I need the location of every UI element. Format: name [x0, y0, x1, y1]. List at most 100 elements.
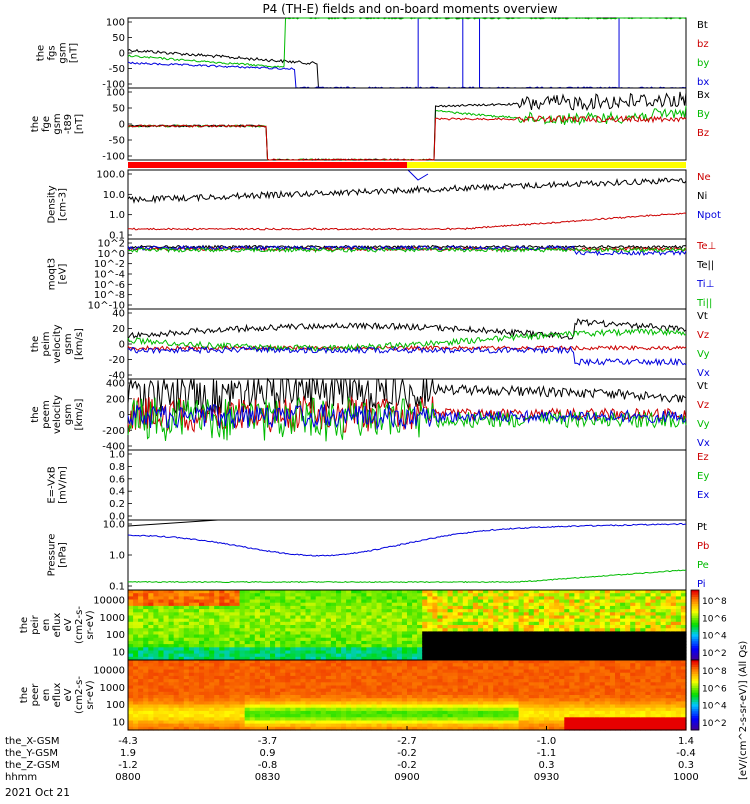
y-tick-label: 0 [119, 49, 125, 60]
legend-Bz: Bz [697, 128, 709, 139]
colorbar-segment [691, 599, 699, 602]
y-tick-label: 40 [112, 309, 125, 320]
panel-pressure [128, 520, 686, 590]
series-vt [128, 319, 686, 339]
panel-fge [128, 88, 686, 160]
y-tick-label: -200 [102, 426, 125, 437]
y-tick-label: 10.0 [103, 190, 125, 201]
y-tick-label: 0.1 [109, 582, 125, 593]
colorbar-segment [691, 648, 699, 651]
y-axis-label-line: gsm [52, 113, 63, 134]
legend-Vy: Vy [697, 419, 710, 430]
y-tick-label: 1.0 [109, 210, 125, 221]
y-axis-label-line: [cm-3] [58, 188, 69, 221]
colorbar-segment [691, 620, 699, 623]
y-tick-label: 100 [106, 88, 125, 99]
y-tick-label: 0.2 [109, 499, 125, 510]
y-axis-label-line: gsm [63, 404, 74, 425]
series-by [128, 106, 686, 160]
y-tick-label: 1.0 [109, 450, 125, 461]
y-tick-label: 50 [112, 33, 125, 44]
y-axis-label-line: (cm2-s- [74, 606, 85, 644]
y-axis-label-line: velocity [52, 395, 63, 434]
y-axis-label-line: -t89 [63, 114, 74, 134]
panel-efield [128, 450, 686, 520]
legend-Pb: Pb [697, 541, 709, 552]
colorbar-segment [691, 613, 699, 616]
legend-by: by [697, 58, 709, 69]
y-axis-label-line: the [30, 116, 41, 132]
y-axis-label-line: eV [63, 618, 74, 631]
colorbar-segment [691, 606, 699, 609]
y-tick-label: 100 [106, 630, 125, 641]
y-tick-label: 10 [112, 648, 125, 659]
y-tick-label: 0 [119, 410, 125, 421]
y-tick-label: 100 [106, 18, 125, 29]
series-by [128, 18, 686, 67]
panel-frame [128, 309, 686, 379]
y-axis-label-line: moqt3 [47, 258, 58, 291]
series-ni [128, 178, 686, 202]
y-tick-label: 10000 [93, 596, 125, 607]
panel-peir [128, 590, 699, 661]
panel-fgs [128, 18, 686, 88]
panel-frame [128, 18, 686, 88]
y-tick-label: 1.0 [109, 551, 125, 562]
legend-By: By [697, 109, 710, 120]
y-axis-label-line: the [19, 617, 30, 633]
legend-Vt: Vt [697, 311, 708, 322]
y-tick-label: 200 [106, 394, 125, 405]
legend-Vz: Vz [697, 330, 709, 341]
colorbar-segment [691, 592, 699, 595]
legend-Ne: Ne [697, 172, 711, 183]
legend-Pt: Pt [697, 522, 707, 533]
y-tick-label: -100 [102, 152, 125, 163]
legend-Ex: Ex [697, 490, 709, 501]
y-axis-label-line: peim [41, 331, 52, 356]
y-tick-label: 1000 [100, 613, 125, 624]
y-tick-label: -50 [109, 64, 125, 75]
colorbar-segment [691, 634, 699, 637]
y-axis-label-line: fgs [47, 45, 58, 60]
legend-Ti⊥: Ti⊥ [696, 279, 714, 290]
y-axis-label-line: the [30, 336, 41, 352]
legend-Vz: Vz [697, 400, 709, 411]
y-axis-label-line: [nT] [74, 114, 85, 134]
colorbar-tick-label: 10^2 [702, 649, 727, 659]
y-axis-label-line: peir [30, 614, 41, 634]
series-pi [128, 524, 686, 557]
colorbar-tick-label: 10^4 [702, 632, 727, 642]
y-axis-label-line: en [41, 619, 52, 632]
y-tick-label: 20 [112, 324, 125, 335]
y-tick-label: 100.0 [96, 170, 125, 181]
y-tick-label: 400 [106, 379, 125, 390]
legend-bx: bx [697, 77, 709, 88]
y-tick-label: 0 [119, 120, 125, 131]
y-tick-label: 0.6 [109, 474, 125, 485]
y-axis-label-line: Pressure [47, 534, 58, 577]
y-axis-label-line: E=-VxB [47, 466, 58, 503]
legend-Te⊥: Te⊥ [696, 241, 716, 252]
legend-Vy: Vy [697, 349, 710, 360]
legend-bz: bz [697, 39, 709, 50]
legend-Ez: Ez [697, 452, 709, 463]
y-axis-label-line: [mV/m] [58, 466, 69, 504]
legend-Ti||: Ti|| [696, 298, 712, 309]
legend-Bt: Bt [697, 20, 708, 31]
y-axis-label-line: sr-eV) [85, 610, 96, 639]
y-axis-label-line: [nPa] [58, 542, 69, 568]
series-bx [128, 62, 686, 88]
series-ne [128, 213, 686, 230]
y-axis-label-line: fge [41, 116, 52, 132]
panel-peim [128, 309, 686, 379]
y-axis-label-line: gsm [63, 333, 74, 354]
y-axis-label-line: [km/s] [74, 398, 85, 430]
series-pt [128, 520, 218, 526]
status-bar-red [128, 162, 407, 168]
colorbar-tick-label: 10^8 [702, 597, 727, 607]
colorbar-tick-label: 10^6 [702, 614, 727, 624]
y-tick-label: -50 [109, 136, 125, 147]
y-axis-label-line: eflux [52, 613, 63, 638]
y-axis-label-line: [km/s] [74, 328, 85, 360]
y-axis-label-line: [nT] [69, 43, 80, 63]
